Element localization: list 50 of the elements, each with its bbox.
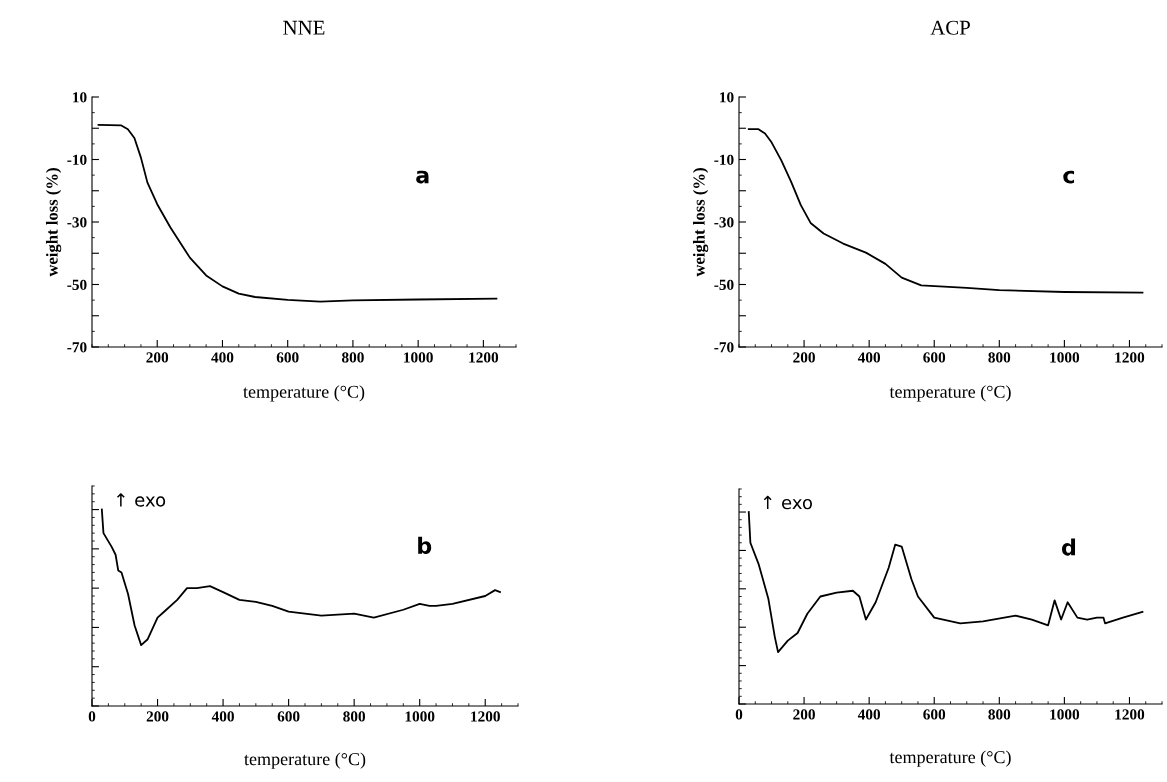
- y-tick-label: -50: [714, 279, 734, 290]
- annotation: c: [1063, 170, 1075, 184]
- y-tick-label: -30: [67, 217, 87, 228]
- x-tick-label: 800: [988, 352, 1011, 363]
- x-tick-label: 200: [793, 352, 815, 363]
- x-axis-title: temperature (°C): [244, 752, 366, 769]
- annotation: a: [416, 170, 429, 184]
- y-axis-title: weight loss (%): [45, 168, 62, 277]
- text: ↑ exo: [116, 493, 166, 507]
- x-tick-label: 1000: [1050, 709, 1080, 720]
- y-tick-label: -70: [714, 342, 734, 353]
- x-axis-title: temperature (°C): [889, 750, 1011, 767]
- x-tick-label: 600: [277, 711, 300, 722]
- x-tick-label: 600: [276, 352, 299, 363]
- x-tick-label: 1200: [469, 352, 499, 363]
- x-tick-label: 400: [211, 352, 234, 363]
- x-tick-label: 800: [341, 352, 364, 363]
- x-tick-label: 600: [923, 709, 946, 720]
- x-axis-title: temperature (°C): [889, 385, 1011, 402]
- y-tick-label: -70: [67, 342, 87, 353]
- y-tick-label: -10: [714, 154, 734, 165]
- chart-title: NNE: [283, 20, 325, 35]
- x-tick-label: 800: [988, 709, 1011, 720]
- y-tick-label: -30: [714, 217, 734, 228]
- y-tick-label: -50: [67, 279, 87, 290]
- x-tick-label: 1200: [471, 711, 500, 722]
- y-tick-label: 10: [720, 92, 734, 103]
- x-tick-label: 200: [146, 352, 169, 363]
- x-tick-label: 1200: [1115, 352, 1145, 363]
- x-tick-label: 200: [793, 709, 815, 720]
- x-tick-label: 400: [857, 709, 881, 720]
- annotation: b: [418, 536, 432, 555]
- chart-title: ACP: [930, 20, 970, 35]
- x-tick-label: 400: [857, 352, 881, 363]
- x-tick-label: 600: [923, 352, 946, 363]
- y-axis-title: weight loss (%): [692, 168, 709, 277]
- x-tick-label: 1200: [1115, 709, 1145, 720]
- x-tick-label: 0: [88, 711, 96, 722]
- x-tick-label: 1000: [1050, 352, 1080, 363]
- x-tick-label: 1000: [404, 352, 433, 363]
- x-tick-label: 0: [735, 709, 743, 720]
- x-tick-label: 400: [211, 711, 234, 722]
- x-tick-label: 200: [146, 711, 169, 722]
- text: ↑ exo: [763, 495, 812, 510]
- annotation: d: [1061, 538, 1076, 556]
- x-tick-label: 1000: [405, 711, 435, 722]
- x-axis-title: temperature (°C): [243, 385, 365, 402]
- y-tick-label: -10: [67, 154, 87, 165]
- y-tick-label: 10: [73, 92, 87, 103]
- x-tick-label: 800: [343, 711, 366, 722]
